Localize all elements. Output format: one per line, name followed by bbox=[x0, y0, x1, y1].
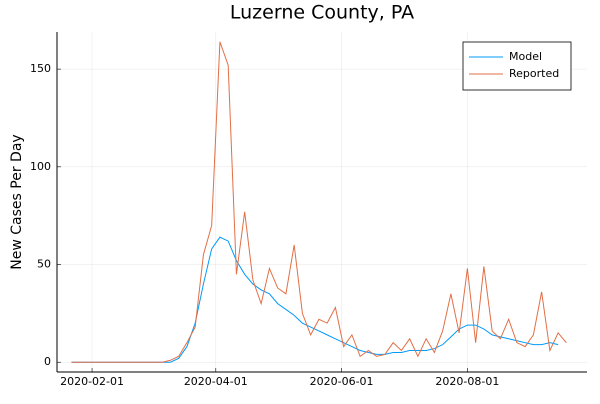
legend-label: Reported bbox=[509, 67, 559, 80]
legend-box bbox=[462, 41, 572, 91]
chart-title: Luzerne County, PA bbox=[230, 2, 414, 24]
y-tick-label: 0 bbox=[44, 355, 51, 368]
y-tick-label: 50 bbox=[37, 258, 51, 271]
y-tick-label: 150 bbox=[30, 62, 51, 75]
y-axis-label: New Cases Per Day bbox=[9, 134, 25, 269]
x-tick-label: 2020-06-01 bbox=[310, 375, 374, 388]
y-tick-label: 100 bbox=[30, 160, 51, 173]
series-line bbox=[71, 41, 567, 363]
x-tick-label: 2020-04-01 bbox=[184, 375, 248, 388]
x-tick-label: 2020-02-01 bbox=[60, 375, 124, 388]
x-tick-label: 2020-08-01 bbox=[435, 375, 499, 388]
legend-label: Model bbox=[509, 50, 542, 63]
series-line bbox=[71, 236, 559, 363]
